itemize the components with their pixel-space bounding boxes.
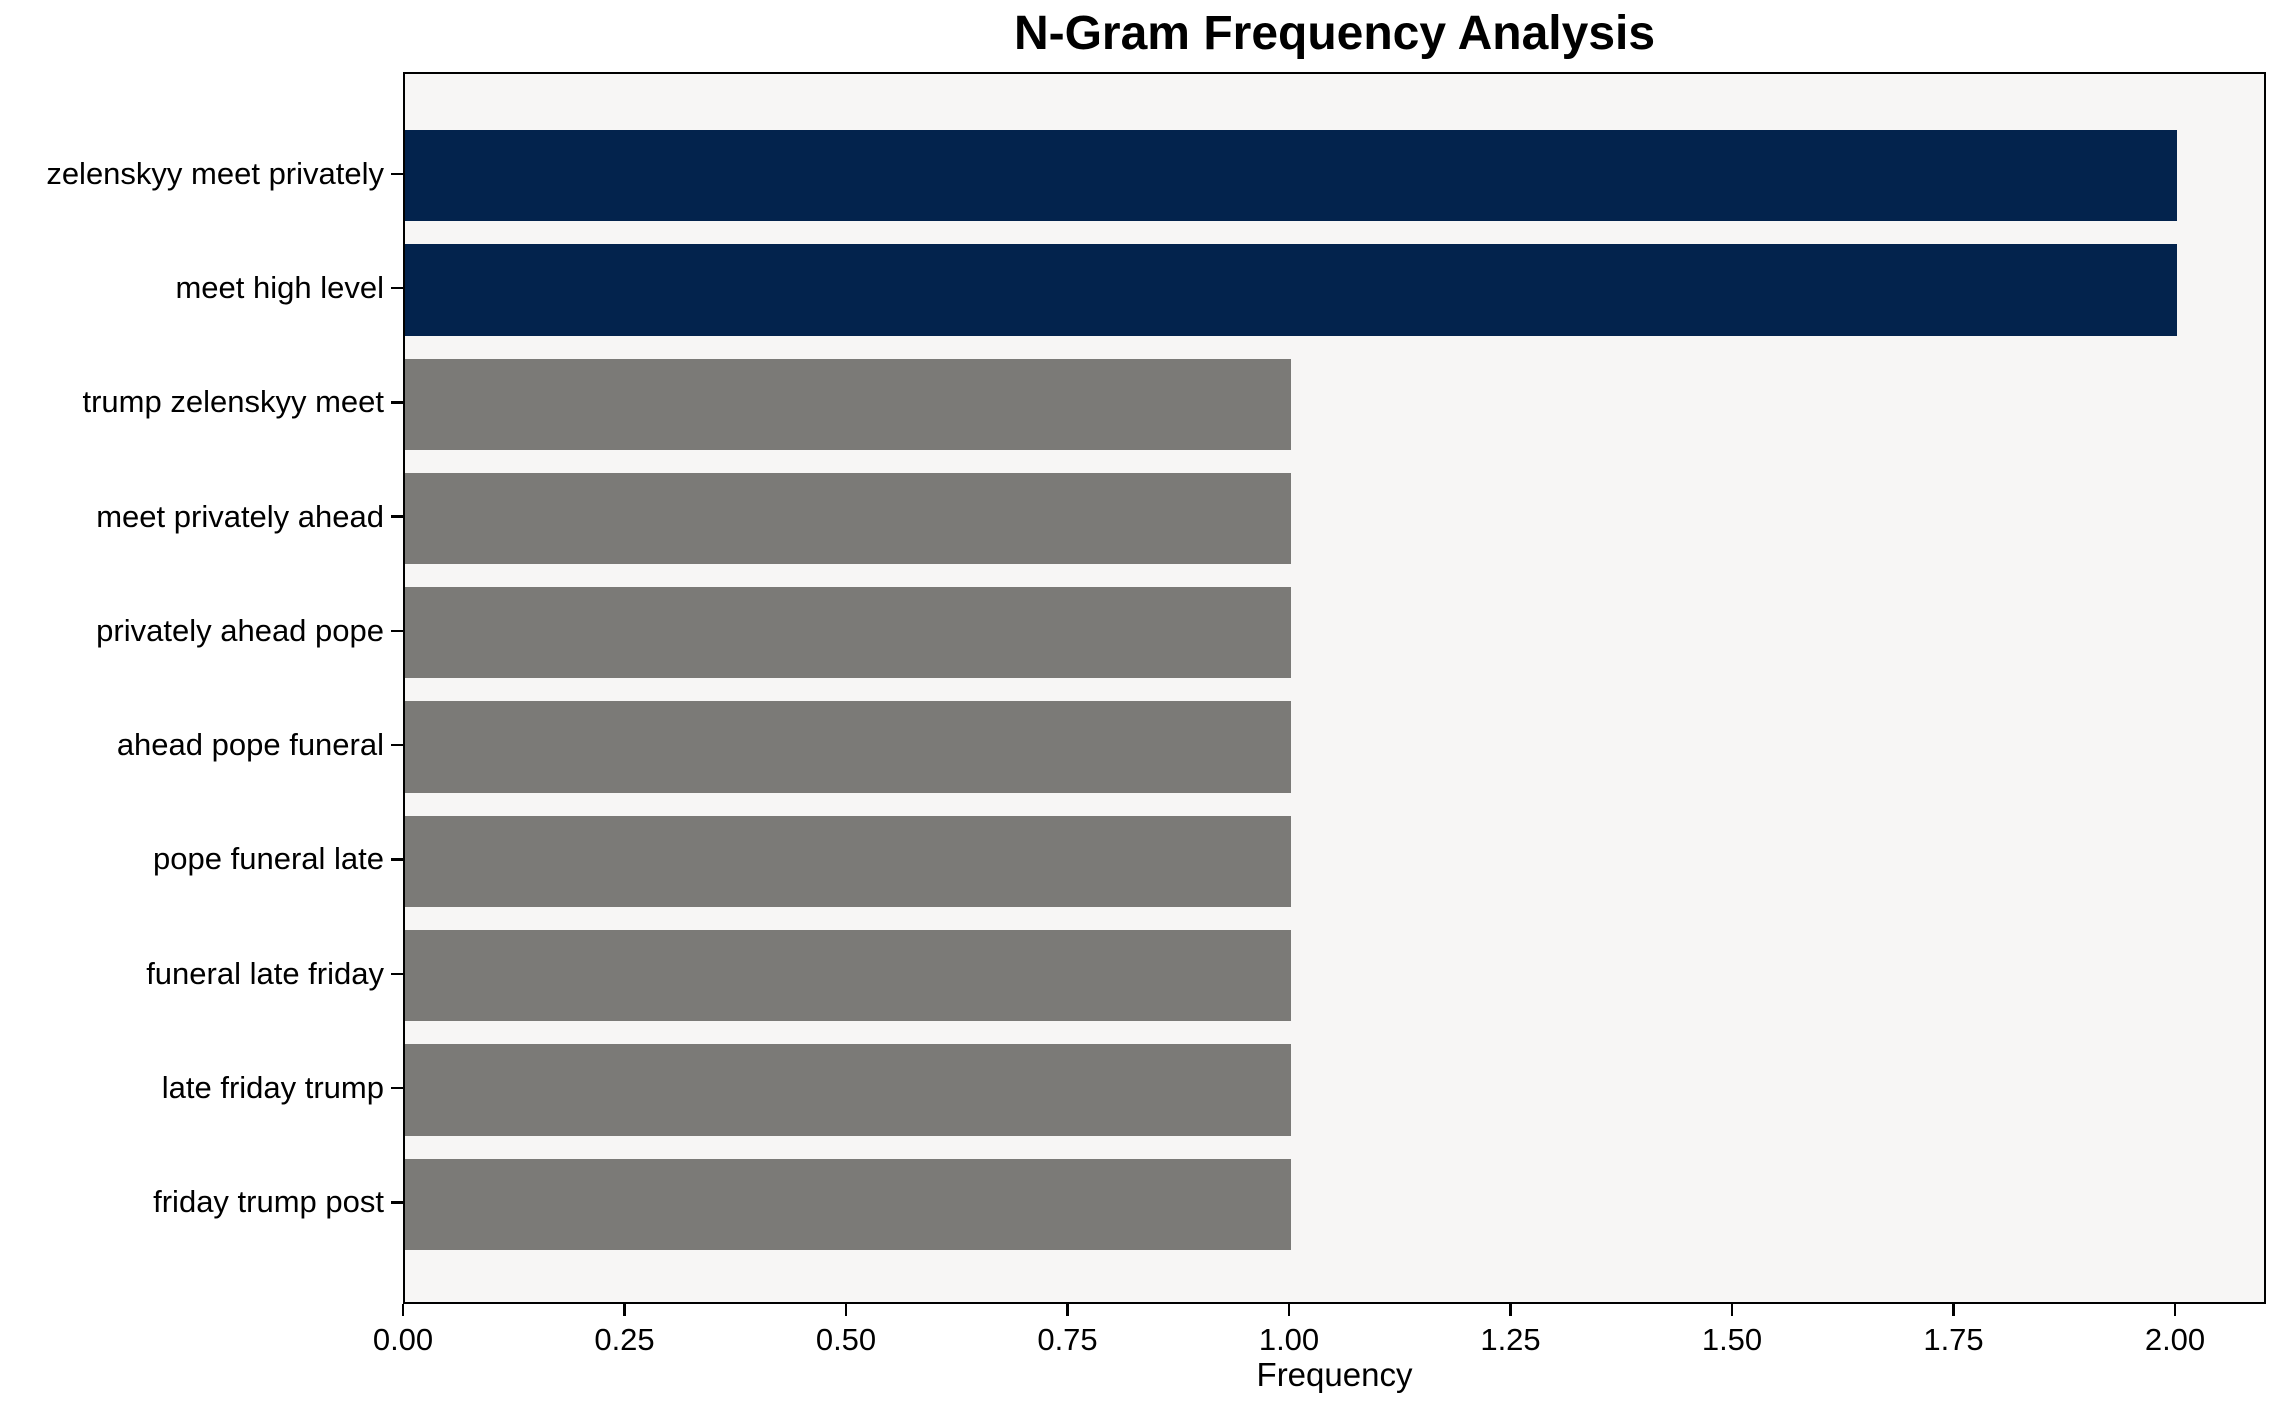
plot-area	[403, 72, 2266, 1304]
y-tick-mark	[391, 972, 403, 975]
bar-4	[405, 587, 1291, 679]
x-tick-mark	[1730, 1304, 1734, 1316]
x-tick-label: 0.75	[1037, 1322, 1098, 1357]
y-tick-label: funeral late friday	[146, 955, 384, 991]
y-tick-mark	[391, 515, 403, 518]
x-axis-label: Frequency	[1256, 1356, 1413, 1393]
bar-0	[405, 130, 2177, 222]
y-tick-label: trump zelenskyy meet	[82, 384, 385, 420]
y-tick-label: zelenskyy meet privately	[46, 155, 384, 191]
y-tick-mark	[391, 286, 403, 290]
x-tick-mark	[2173, 1304, 2177, 1316]
y-tick-mark	[391, 401, 403, 404]
x-tick-label: 1.75	[1923, 1322, 1984, 1357]
y-tick-label: meet privately ahead	[96, 498, 384, 534]
y-tick-label: late friday trump	[161, 1070, 384, 1105]
x-tick-mark	[844, 1304, 848, 1316]
y-tick-mark	[391, 1086, 403, 1090]
x-tick-mark	[1066, 1304, 1069, 1316]
x-tick-mark	[623, 1304, 626, 1316]
x-tick-mark	[401, 1304, 405, 1316]
x-tick-label: 0.00	[372, 1322, 434, 1357]
y-tick-mark	[391, 629, 403, 633]
bar-3	[405, 472, 1291, 565]
y-tick-label: pope funeral late	[153, 841, 384, 877]
y-tick-label: privately ahead pope	[96, 612, 384, 648]
bar-8	[405, 1044, 1291, 1136]
x-tick-label: 2.00	[2144, 1322, 2206, 1357]
bar-1	[405, 244, 2177, 336]
x-tick-label: 0.25	[594, 1322, 655, 1357]
y-tick-mark	[391, 743, 403, 747]
bar-2	[405, 358, 1291, 450]
bar-9	[405, 1158, 1291, 1250]
bar-5	[405, 701, 1291, 793]
bar-6	[405, 815, 1291, 908]
y-tick-label: meet high level	[175, 270, 384, 305]
chart-title: N-Gram Frequency Analysis	[1013, 7, 1656, 60]
x-tick-mark	[1287, 1304, 1291, 1316]
x-tick-label: 1.00	[1258, 1322, 1320, 1357]
x-tick-label: 1.25	[1480, 1322, 1541, 1357]
bar-7	[405, 930, 1291, 1022]
y-tick-label: ahead pope funeral	[116, 727, 384, 763]
x-tick-mark	[1509, 1304, 1512, 1316]
y-tick-mark	[391, 858, 403, 861]
y-tick-mark	[391, 172, 403, 175]
y-tick-label: friday trump post	[153, 1184, 384, 1220]
x-tick-mark	[1952, 1304, 1955, 1316]
y-tick-mark	[391, 1201, 403, 1204]
x-tick-label: 0.50	[815, 1322, 877, 1357]
x-tick-label: 1.50	[1701, 1322, 1763, 1357]
